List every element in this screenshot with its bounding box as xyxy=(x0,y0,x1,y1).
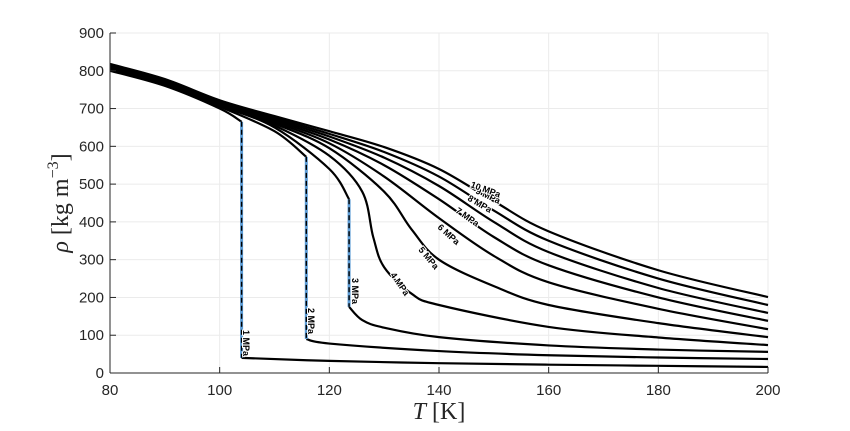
y-tick-label: 0 xyxy=(96,365,104,382)
y-tick-label: 600 xyxy=(79,138,104,155)
y-tick-label: 700 xyxy=(79,101,104,118)
y-tick-label: 900 xyxy=(79,25,104,42)
x-tick-label: 160 xyxy=(536,382,561,399)
axes xyxy=(109,32,769,374)
tick-labels: 80 100 120 140 160 180 200 0 100 200 300 400 500 600 7… xyxy=(79,25,781,399)
isobar-curve-10 xyxy=(109,62,769,299)
y-tick-label: 100 xyxy=(79,327,104,344)
grid-lines xyxy=(109,32,769,374)
curve-label-1: 1 MPa xyxy=(241,330,251,357)
x-axis-title: T [K] xyxy=(413,399,466,425)
curve-label-4: 4 MPa xyxy=(388,270,412,298)
x-tick-label: 200 xyxy=(755,382,780,399)
phase-transition-lines xyxy=(240,121,351,358)
y-tick-label: 500 xyxy=(79,176,104,193)
x-tick-label: 120 xyxy=(317,382,342,399)
curve-label-2: 2 MPa xyxy=(306,308,316,335)
y-tick-label: 400 xyxy=(79,214,104,231)
y-tick-label: 800 xyxy=(79,63,104,80)
y-tick-label: 200 xyxy=(79,289,104,306)
x-tick-label: 140 xyxy=(426,382,451,399)
svg-text:ρ[kg m−3]: ρ[kg m−3] xyxy=(45,153,74,253)
curve-label-3: 3 MPa xyxy=(350,278,360,305)
y-tick-label: 300 xyxy=(79,252,104,269)
isobar-curves xyxy=(109,62,769,369)
x-tick-label: 180 xyxy=(646,382,671,399)
y-axis-title: ρ[kg m−3] xyxy=(45,153,74,253)
x-tick-label: 100 xyxy=(207,382,232,399)
x-tick-label: 80 xyxy=(102,382,119,399)
